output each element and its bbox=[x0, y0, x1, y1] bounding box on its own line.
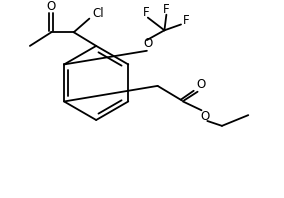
Text: O: O bbox=[47, 0, 56, 13]
Text: O: O bbox=[197, 78, 206, 91]
Text: F: F bbox=[143, 6, 149, 19]
Text: Cl: Cl bbox=[92, 7, 104, 20]
Text: F: F bbox=[163, 3, 170, 16]
Text: O: O bbox=[201, 110, 210, 123]
Text: F: F bbox=[183, 14, 189, 27]
Text: O: O bbox=[143, 37, 153, 50]
